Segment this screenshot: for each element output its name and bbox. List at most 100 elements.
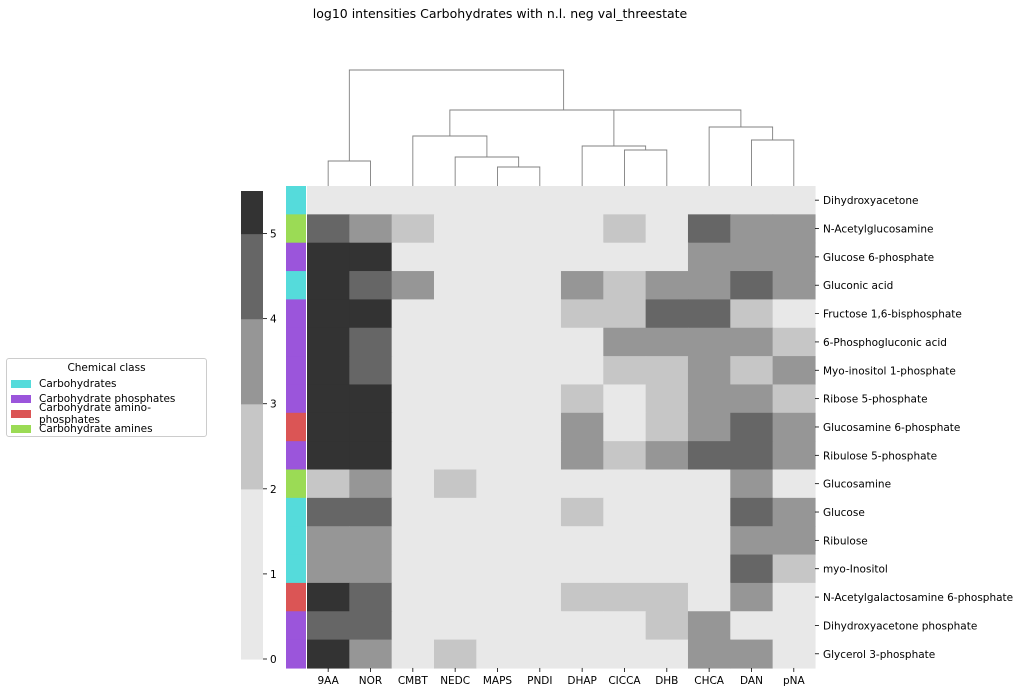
row-class-color [286,497,306,527]
heatmap-cell [433,356,477,386]
heatmap-cell [391,582,435,612]
heatmap-cell [603,186,647,215]
heatmap-cell [476,412,520,442]
heatmap-cell [645,214,689,244]
row-class-color [286,242,306,272]
heatmap-cell [645,441,689,471]
row-class-color [286,271,306,300]
heatmap-cell [349,186,393,215]
row-label-gluconic-acid: Gluconic acid [823,280,893,292]
dendrogram-link [412,135,488,186]
heatmap-cell [645,526,689,556]
heatmap-cell [772,469,816,499]
heatmap-cell [307,611,350,641]
heatmap-cell [687,412,731,442]
legend-item-carbohydrates: Carbohydrates [7,376,206,391]
heatmap-cell [307,356,350,386]
legend-swatch [11,394,31,403]
heatmap-cell [349,214,393,244]
heatmap-cell [518,299,562,329]
heatmap-cell [433,412,477,442]
colorbar-segment [241,488,263,575]
heatmap-cell [730,469,774,499]
heatmap-cell [772,497,816,527]
chemical-class-legend: Chemical class Carbohydrates Carbohydrat… [6,358,207,437]
row-label-myo-inositol-1-phosphate: Myo-inositol 1-phosphate [823,365,956,377]
heatmap-cell [603,271,647,300]
heatmap-cell [772,639,816,669]
legend-label: Carbohydrate amines [39,422,153,435]
heatmap-cell [603,526,647,556]
heatmap-cell [433,554,477,584]
heatmap-cell [349,299,393,329]
heatmap-cell [307,299,350,329]
heatmap-cell [307,582,350,612]
heatmap-cell [391,497,435,527]
colorbar-segment [241,573,263,660]
heatmap-cell [391,356,435,386]
heatmap-cell [645,469,689,499]
heatmap-cell [730,214,774,244]
heatmap-cell [687,582,731,612]
heatmap-cell [560,526,604,556]
heatmap-cell [560,327,604,357]
row-label-glucosamine: Glucosamine [823,479,891,491]
heatmap-cell [560,441,604,471]
heatmap-cell [433,441,477,471]
heatmap-cell [476,582,520,612]
heatmap-cell [307,441,350,471]
row-label-ribose-5-phosphate: Ribose 5-phosphate [823,394,928,406]
dendrogram-link [708,126,774,186]
heatmap-cell [687,441,731,471]
heatmap-cell [391,242,435,272]
heatmap-cell [645,611,689,641]
heatmap-cell [560,242,604,272]
heatmap-cell [518,526,562,556]
heatmap-cell [603,582,647,612]
heatmap-cell [730,186,774,215]
heatmap-cell [560,412,604,442]
row-label-glucose-6-phosphate: Glucose 6-phosphate [823,252,934,264]
heatmap-cell [349,384,393,414]
heatmap-cell [391,384,435,414]
heatmap-cell [349,327,393,357]
heatmap-cell [391,327,435,357]
legend-label: Carbohydrates [39,377,117,390]
heatmap-cell [391,271,435,300]
heatmap-cell [307,384,350,414]
row-class-color [286,469,306,499]
dendrogram-link [449,109,678,136]
column-label-maps: MAPS [483,675,513,687]
heatmap-cell [730,611,774,641]
heatmap-cell [349,611,393,641]
legend-label: Carbohydrate phosphates [39,392,176,405]
heatmap-cell [687,271,731,300]
heatmap-cell [433,242,477,272]
heatmap-cell [518,356,562,386]
row-class-color [286,412,306,442]
colorbar-segment [241,403,263,490]
heatmap-cell [349,526,393,556]
heatmap-cell [349,582,393,612]
heatmap-cell [476,327,520,357]
legend-swatch [11,424,31,433]
heatmap-cell [391,526,435,556]
heatmap-cell [603,214,647,244]
chart-title: log10 intensities Carbohydrates with n.l… [312,6,688,21]
column-label-dhb: DHB [655,675,678,687]
heatmap-cell [687,384,731,414]
heatmap-cell [772,186,816,215]
heatmap-cell [603,327,647,357]
heatmap-cell [730,412,774,442]
heatmap-cell [645,554,689,584]
heatmap-cell [349,412,393,442]
dendrogram-link [624,149,668,186]
heatmap-cell [476,356,520,386]
heatmap-cell [307,412,350,442]
heatmap-cell [391,611,435,641]
heatmap-cell [645,186,689,215]
heatmap-cell [560,639,604,669]
heatmap-cell [645,497,689,527]
heatmap-cell [476,639,520,669]
heatmap-cell [687,526,731,556]
